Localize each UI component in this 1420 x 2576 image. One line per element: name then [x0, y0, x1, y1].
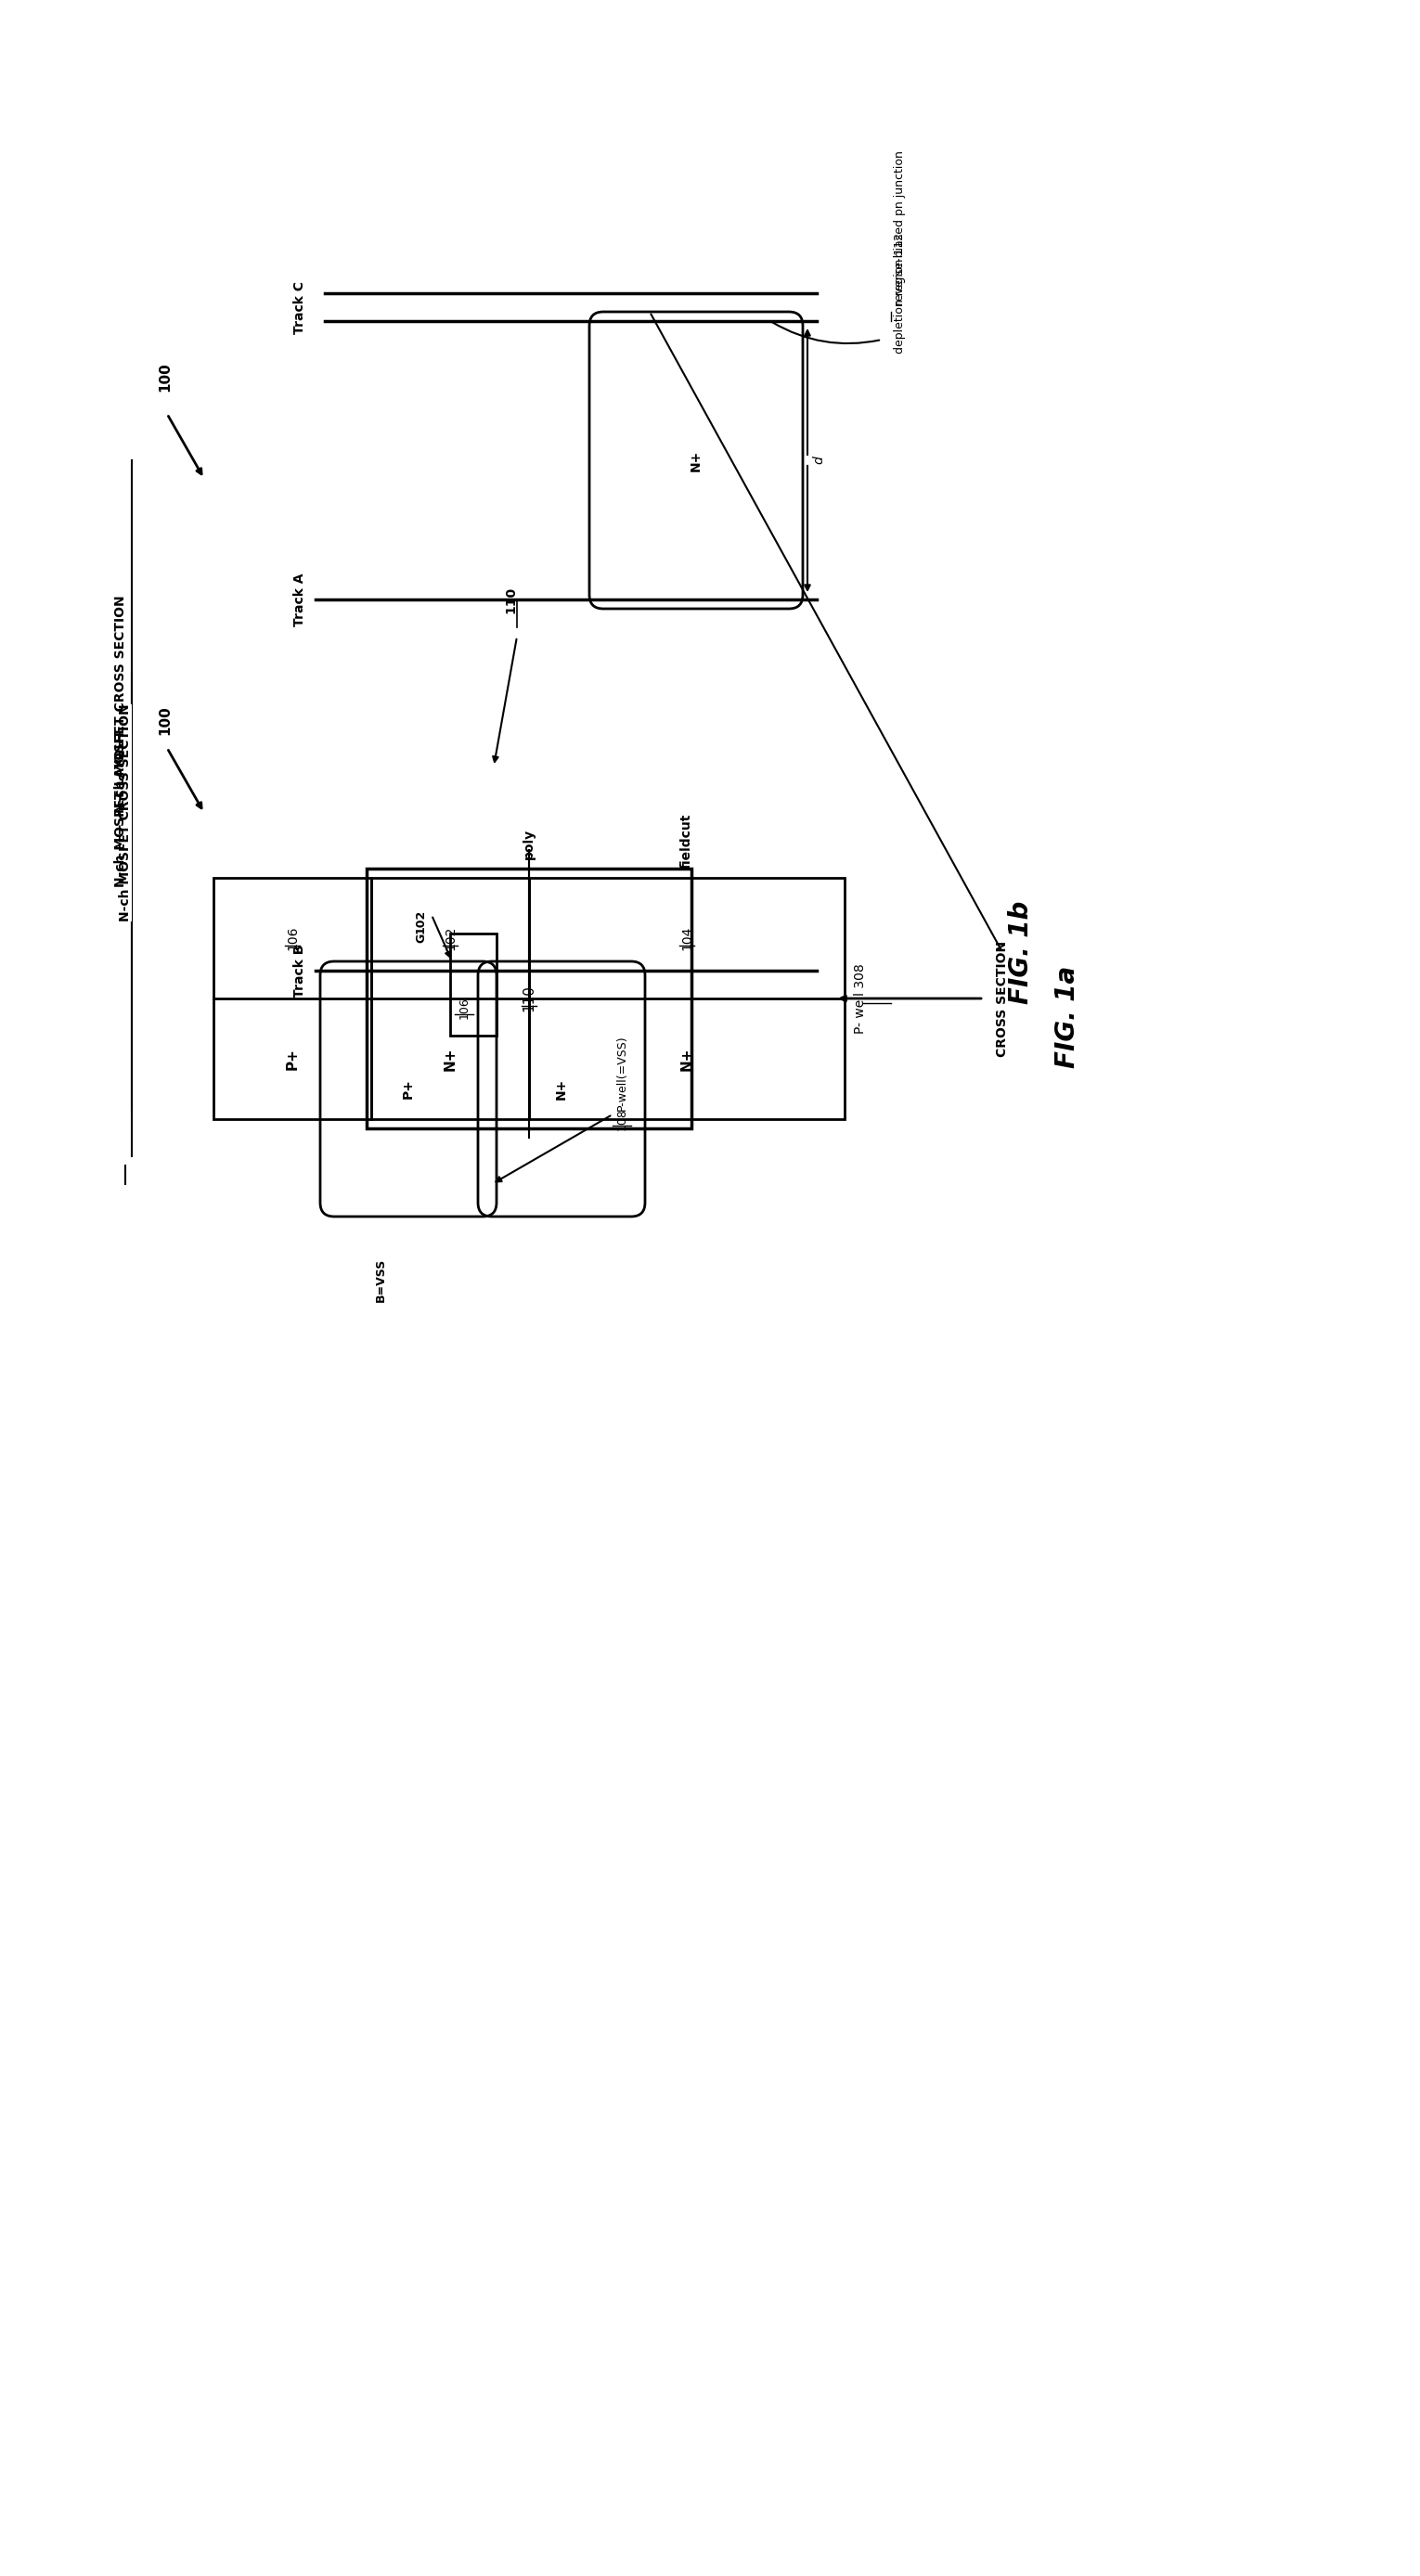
- Text: 106: 106: [459, 997, 470, 1018]
- Text: CROSS SECTION: CROSS SECTION: [995, 940, 1008, 1056]
- Text: N+: N+: [690, 448, 703, 471]
- Text: 110: 110: [523, 984, 535, 1012]
- Text: 100: 100: [158, 363, 172, 392]
- Bar: [450, 933, 497, 1036]
- Text: 104: 104: [680, 925, 693, 951]
- Text: 108: 108: [616, 1108, 628, 1131]
- Bar: [530, 878, 845, 1118]
- Text: G: G: [415, 933, 427, 943]
- Text: P+: P+: [285, 1048, 300, 1069]
- Text: Track C: Track C: [294, 281, 307, 335]
- Text: P- well 308: P- well 308: [853, 963, 866, 1033]
- Text: reverse-biased pn junction: reverse-biased pn junction: [895, 152, 906, 307]
- Text: FIG. 1a: FIG. 1a: [1054, 966, 1081, 1069]
- Bar: [366, 868, 692, 1128]
- Text: d: d: [812, 456, 825, 464]
- Bar: [371, 878, 530, 1118]
- Text: N+: N+: [443, 1046, 457, 1072]
- Text: B=VSS: B=VSS: [375, 1257, 386, 1301]
- Text: N+: N+: [680, 1046, 694, 1072]
- Text: fieldcut: fieldcut: [680, 814, 693, 868]
- Text: 106: 106: [285, 925, 298, 951]
- Text: N-ch MOSFET LAYOUT: N-ch MOSFET LAYOUT: [114, 729, 128, 886]
- Bar: [213, 878, 371, 1118]
- Text: N-ch MOSFET CROSS SECTION: N-ch MOSFET CROSS SECTION: [119, 703, 132, 922]
- Text: N-ch MOSFET CROSS SECTION: N-ch MOSFET CROSS SECTION: [114, 595, 128, 814]
- Text: 102: 102: [443, 925, 457, 951]
- Text: depletion region 112: depletion region 112: [895, 232, 906, 353]
- Text: P-well(=VSS): P-well(=VSS): [616, 1036, 628, 1110]
- Text: 100: 100: [158, 706, 172, 734]
- Text: 102: 102: [415, 909, 427, 933]
- Text: P+: P+: [402, 1079, 415, 1100]
- Text: 110: 110: [504, 585, 517, 613]
- Text: N+: N+: [555, 1079, 568, 1100]
- Text: FIG. 1b: FIG. 1b: [1008, 902, 1034, 1005]
- Text: Track B: Track B: [294, 943, 307, 997]
- Text: poly: poly: [523, 829, 535, 860]
- Text: Track A: Track A: [294, 572, 307, 626]
